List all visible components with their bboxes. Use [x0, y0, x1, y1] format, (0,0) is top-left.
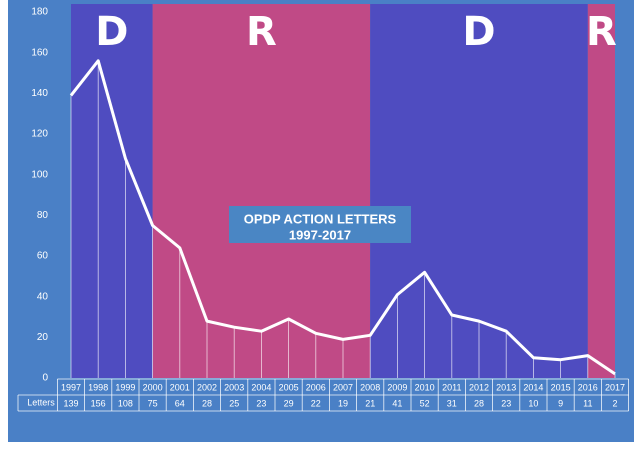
- y-tick-label-80: 80: [37, 210, 49, 221]
- party-label-2: R: [246, 9, 277, 55]
- x-tick-label-2001: 2001: [170, 382, 190, 392]
- x-tick-label-2003: 2003: [224, 382, 244, 392]
- x-tick-label-1999: 1999: [115, 382, 135, 392]
- data-label-2011: 31: [447, 398, 457, 408]
- party-band-2: [152, 4, 371, 378]
- drop-lines: [70, 60, 616, 378]
- party-band-3: [370, 4, 588, 378]
- data-label-2004: 23: [256, 398, 266, 408]
- party-label-4: R: [586, 9, 617, 55]
- data-label-1998: 156: [91, 398, 106, 408]
- data-label-1999: 108: [118, 398, 133, 408]
- y-tick-label-40: 40: [37, 291, 49, 302]
- data-label-2003: 25: [229, 398, 239, 408]
- y-tick-label-20: 20: [37, 332, 49, 343]
- data-label-2016: 11: [583, 398, 592, 408]
- chart-subtitle: 1997-2017: [289, 227, 351, 242]
- chart-frame: D R D R 0 20 40 60 80 100 120 140 160 180 OPDP ACTIO…: [8, 0, 634, 442]
- x-tick-label-2012: 2012: [469, 382, 489, 392]
- table-row-label: Letters: [27, 397, 55, 407]
- data-label-2008: 21: [365, 398, 375, 408]
- data-label-2012: 28: [474, 398, 484, 408]
- x-tick-label-2008: 2008: [360, 382, 380, 392]
- data-label-2010: 52: [420, 398, 430, 408]
- y-axis: 0 20 40 60 80 100 120 140 160 180: [31, 7, 48, 384]
- x-tick-label-2007: 2007: [333, 382, 353, 392]
- data-label-2001: 64: [175, 398, 185, 408]
- chart-title: OPDP ACTION LETTERS: [244, 211, 397, 226]
- data-label-2006: 22: [311, 398, 321, 408]
- y-tick-label-180: 180: [31, 7, 48, 18]
- x-tick-label-2016: 2016: [578, 382, 598, 392]
- x-tick-label-1997: 1997: [61, 382, 81, 392]
- party-label-3: D: [462, 9, 495, 55]
- x-tick-label-2011: 2011: [442, 382, 461, 392]
- data-label-1997: 139: [63, 398, 78, 408]
- y-tick-label-0: 0: [42, 373, 48, 384]
- data-label-2017: 2: [612, 398, 617, 408]
- x-tick-label-2017: 2017: [605, 382, 625, 392]
- data-label-2013: 23: [501, 398, 511, 408]
- x-tick-label-1998: 1998: [88, 382, 108, 392]
- data-table: Letters 1997 139 1998 156 1999 108 2000 75 2001 6…: [17, 378, 629, 412]
- y-tick-label-60: 60: [37, 251, 49, 262]
- data-label-2009: 41: [392, 398, 402, 408]
- party-label-1: D: [95, 9, 128, 55]
- x-tick-label-2005: 2005: [279, 382, 299, 392]
- y-tick-label-120: 120: [31, 129, 48, 140]
- y-tick-label-140: 140: [31, 88, 48, 99]
- data-label-2002: 28: [202, 398, 212, 408]
- party-band-1: [71, 4, 153, 378]
- x-tick-label-2014: 2014: [523, 382, 543, 392]
- party-band-4: [587, 4, 615, 378]
- x-tick-label-2010: 2010: [415, 382, 435, 392]
- data-label-2015: 9: [558, 398, 563, 408]
- letters-chart: D R D R 0 20 40 60 80 100 120 140 160 180 OPDP ACTIO…: [8, 0, 634, 442]
- chart-title-box: OPDP ACTION LETTERS 1997-2017: [229, 206, 411, 243]
- x-tick-label-2009: 2009: [387, 382, 407, 392]
- series-line-letters: [69, 59, 616, 376]
- data-label-2014: 10: [528, 398, 538, 408]
- data-label-2005: 29: [284, 398, 294, 408]
- x-tick-label-2002: 2002: [197, 382, 217, 392]
- x-tick-label-2015: 2015: [551, 382, 571, 392]
- data-label-2000: 75: [148, 398, 158, 408]
- y-tick-label-100: 100: [31, 169, 48, 180]
- y-tick-label-160: 160: [31, 47, 48, 58]
- x-tick-label-2000: 2000: [143, 382, 163, 392]
- data-label-2007: 19: [338, 398, 348, 408]
- title-background: [229, 206, 411, 243]
- x-tick-label-2004: 2004: [251, 382, 271, 392]
- x-tick-label-2013: 2013: [496, 382, 516, 392]
- x-tick-label-2006: 2006: [306, 382, 326, 392]
